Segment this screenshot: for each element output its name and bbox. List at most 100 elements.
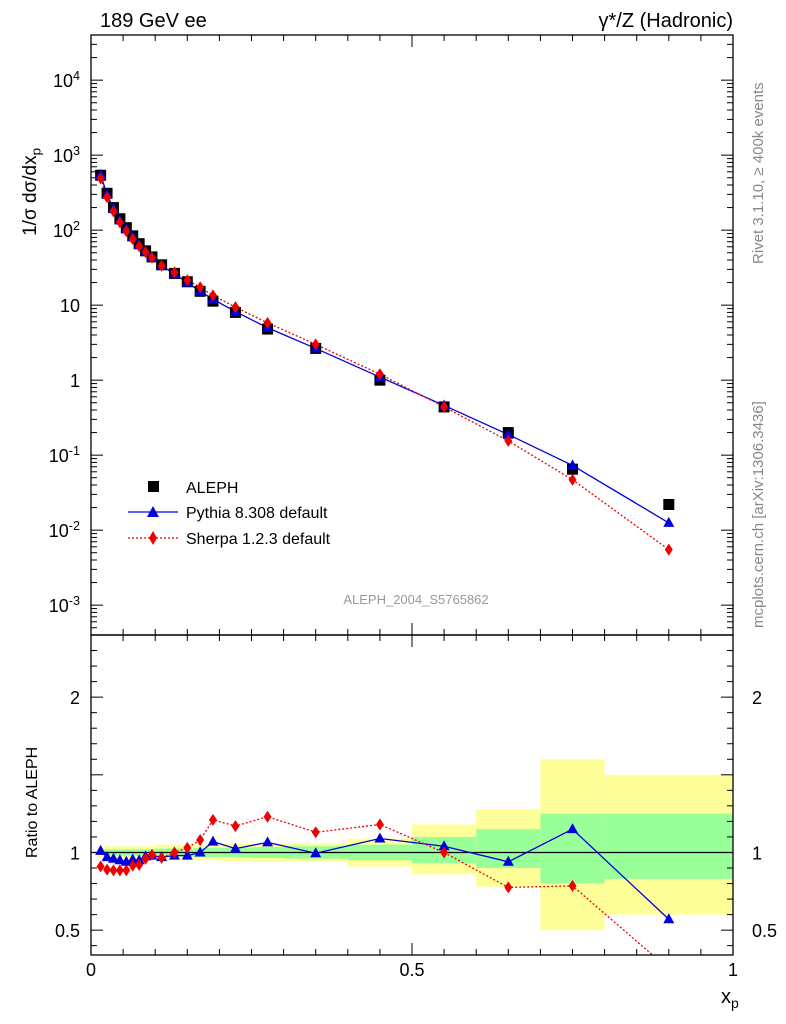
sherpa-point xyxy=(147,251,156,264)
sherpa-ratio-point xyxy=(103,863,112,876)
pythia-ratio-point xyxy=(310,847,322,858)
y-tick-label: 10-1 xyxy=(49,444,80,466)
sherpa-ratio-point xyxy=(196,834,205,847)
pythia-line xyxy=(100,174,670,524)
sherpa-point xyxy=(440,400,449,413)
pythia-ratio-point xyxy=(438,840,450,851)
sherpa-point xyxy=(96,172,105,185)
legend-marker-pythia xyxy=(147,506,159,517)
ratio-y-axis-label: Ratio to ALEPH xyxy=(24,747,41,858)
pythia-ratio-point xyxy=(101,851,113,862)
pythia-ratio-point xyxy=(262,836,274,847)
sherpa-point xyxy=(263,316,272,329)
pythia-ratio-point xyxy=(374,832,386,843)
ratio-plot-panel: 0.5 0.5 1 1 2 2 0 0.5 1 xyxy=(55,634,777,980)
sherpa-point xyxy=(231,301,240,314)
legend-marker-aleph xyxy=(148,481,159,492)
sherpa-ratio-point xyxy=(665,963,673,975)
pythia-point xyxy=(567,459,578,470)
sherpa-point xyxy=(504,434,513,447)
x-tick-label: 0.5 xyxy=(399,960,424,980)
pythia-ratio-point xyxy=(207,835,219,846)
legend-label-pythia: Pythia 8.308 default xyxy=(186,505,328,522)
x-axis-label-text: xp xyxy=(721,986,739,1011)
ratio-band-inner xyxy=(604,813,733,879)
rivet-version-label: Rivet 3.1.10, ≥ 400k events xyxy=(750,82,767,264)
sherpa-ratio-point xyxy=(170,846,179,859)
chart-title-right: γ*/Z (Hadronic) xyxy=(599,10,733,32)
sherpa-ratio-point xyxy=(147,848,156,861)
ratio-y-tick-label: 0.5 xyxy=(55,921,80,941)
sherpa-point xyxy=(122,225,131,238)
sherpa-ratio-point xyxy=(263,810,272,823)
y-tick-label: 103 xyxy=(53,144,80,166)
pythia-ratio-point xyxy=(107,852,119,863)
ratio-plot-frame xyxy=(90,634,734,956)
sherpa-ratio-point xyxy=(208,813,217,826)
sherpa-point xyxy=(568,473,577,486)
y-tick-label: 104 xyxy=(53,69,80,91)
y-tick-label: 10 xyxy=(60,296,80,316)
aleph-point xyxy=(663,498,675,510)
legend-marker-sherpa xyxy=(149,531,157,545)
chart-title-left: 189 GeV ee xyxy=(100,10,207,32)
ratio-y-tick-label: 2 xyxy=(70,688,80,708)
pythia-ratio-point xyxy=(229,842,241,853)
sherpa-ratio-point xyxy=(440,846,449,859)
pythia-ratio-point xyxy=(95,844,107,855)
ratio-y-tick-label-right: 1 xyxy=(752,843,762,863)
sherpa-ratio-point xyxy=(375,818,384,831)
sherpa-ratio-point xyxy=(311,826,320,839)
main-plot-panel: 10-3 10-2 10-1 1 10 102 103 104 xyxy=(49,34,734,955)
legend-label-aleph: ALEPH xyxy=(186,480,238,497)
pythia-ratio-point xyxy=(194,846,206,857)
x-axis-label: xp xyxy=(721,986,739,1011)
sherpa-ratio-line xyxy=(100,816,654,955)
sherpa-ratio-point xyxy=(231,820,240,833)
sherpa-ratio-point xyxy=(135,858,144,871)
main-y-axis-label-text: 1/σ dσ/dxp xyxy=(20,148,44,236)
sherpa-ratio-point xyxy=(109,864,118,877)
ratio-y-tick-label-right: 0.5 xyxy=(752,921,777,941)
sherpa-ratio-point xyxy=(96,860,105,873)
ratio-y-tick-label: 1 xyxy=(70,843,80,863)
sherpa-ratio-point xyxy=(568,879,577,892)
sherpa-point xyxy=(664,543,673,556)
y-tick-label: 102 xyxy=(53,219,80,241)
pythia-ratio-point xyxy=(114,854,126,865)
sherpa-point xyxy=(183,274,192,287)
y-tick-label: 10-2 xyxy=(49,519,80,541)
ratio-y-tick-label-right: 2 xyxy=(752,688,762,708)
y-tick-label: 10-3 xyxy=(49,594,80,616)
sherpa-ratio-point xyxy=(122,864,131,877)
analysis-id-label: ALEPH_2004_S5765862 xyxy=(343,592,488,607)
sherpa-point xyxy=(157,259,166,272)
ratio-series xyxy=(95,810,675,975)
sherpa-point xyxy=(208,289,217,302)
pythia-point xyxy=(502,428,514,439)
pythia-ratio-point xyxy=(567,823,578,834)
sherpa-point xyxy=(103,191,112,204)
x-tick-label: 1 xyxy=(728,960,738,980)
sherpa-ratio-point xyxy=(128,859,137,872)
sherpa-point xyxy=(115,216,124,229)
x-tick-label: 0 xyxy=(86,960,96,980)
pythia-ratio-point xyxy=(502,855,514,866)
sherpa-ratio-point xyxy=(183,841,192,854)
sherpa-point xyxy=(128,233,137,246)
sherpa-ratio-point xyxy=(141,852,150,865)
legend-label-sherpa: Sherpa 1.2.3 default xyxy=(186,531,331,548)
main-y-axis-label: 1/σ dσ/dxp xyxy=(20,148,44,236)
sherpa-ratio-point xyxy=(157,851,166,864)
y-tick-label: 1 xyxy=(70,371,80,391)
sherpa-point xyxy=(375,368,384,381)
pythia-ratio-point xyxy=(181,849,193,860)
sherpa-point xyxy=(196,281,205,294)
sherpa-point xyxy=(311,338,320,351)
legend: ALEPH Pythia 8.308 default Sherpa 1.2.3 … xyxy=(128,480,331,548)
sherpa-ratio-point xyxy=(504,881,513,894)
pythia-point xyxy=(663,516,675,527)
sherpa-point xyxy=(170,266,179,279)
mcplots-credit-label: mcplots.cern.ch [arXiv:1306.3436] xyxy=(750,401,767,628)
